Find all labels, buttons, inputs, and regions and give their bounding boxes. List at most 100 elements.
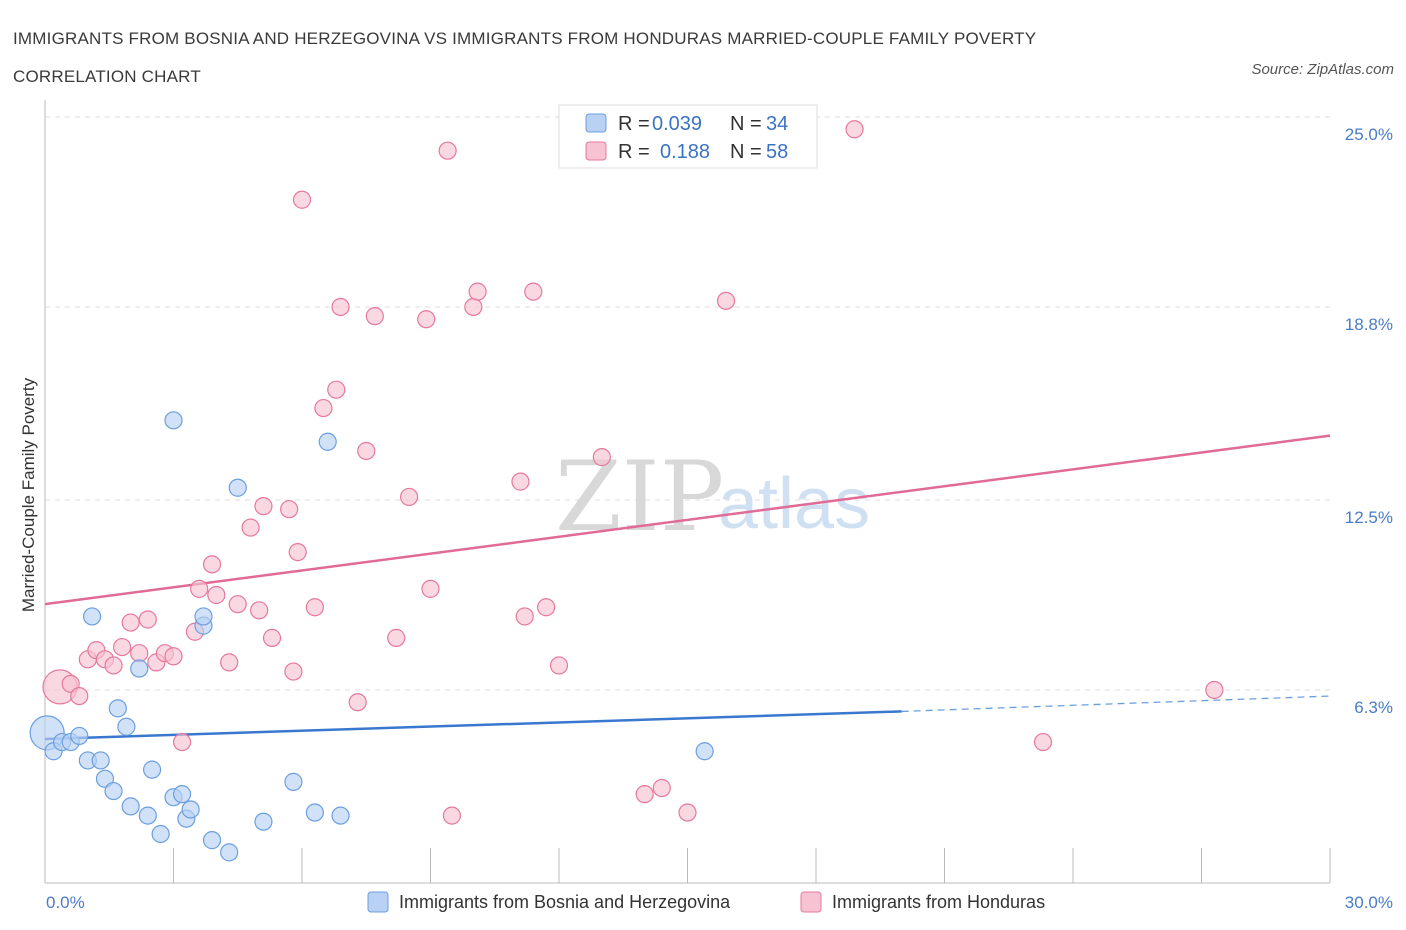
point-honduras-50 xyxy=(635,785,654,804)
point-bosnia-15 xyxy=(138,806,157,825)
x-tick-labels: 0.0% 30.0% xyxy=(46,893,1393,912)
source-label: Source: ZipAtlas.com xyxy=(1251,61,1394,78)
point-bosnia-25 xyxy=(220,843,239,862)
point-honduras-17 xyxy=(202,555,222,574)
point-honduras-48 xyxy=(549,656,569,675)
point-honduras-56 xyxy=(1205,680,1224,700)
legend-n-value-2: 58 xyxy=(766,141,788,163)
point-bosnia-17 xyxy=(164,411,183,430)
point-bosnia-4 xyxy=(70,726,89,746)
point-honduras-46 xyxy=(524,282,543,301)
correlation-legend: R = 0.039 N = 34 R = 0.188 N = 58 xyxy=(558,104,818,169)
point-honduras-53 xyxy=(716,291,736,310)
point-bosnia-26 xyxy=(228,478,247,497)
point-honduras-8 xyxy=(121,613,140,632)
point-honduras-7 xyxy=(112,637,132,657)
x-tick-label-0: 0.0% xyxy=(46,893,85,912)
point-honduras-21 xyxy=(241,518,260,537)
point-honduras-16 xyxy=(190,579,209,598)
point-bosnia-28 xyxy=(284,772,303,791)
point-bosnia-10 xyxy=(130,659,149,678)
y-tick-label-1: 18.8% xyxy=(1345,315,1393,334)
x-tick-label-1: 30.0% xyxy=(1345,893,1393,912)
watermark-atlas: atlas xyxy=(718,464,870,544)
point-bosnia-13 xyxy=(142,760,162,779)
series-legend-swatch-honduras xyxy=(800,891,822,913)
trend-line-bosnia xyxy=(44,710,902,741)
legend-r-value-2: 0.188 xyxy=(660,141,710,163)
series-legend: Immigrants from Bosnia and Herzegovina I… xyxy=(367,891,1045,913)
trend-lines xyxy=(44,434,1331,741)
y-tick-label-2: 12.5% xyxy=(1345,508,1393,527)
point-honduras-41 xyxy=(442,806,462,825)
point-honduras-10 xyxy=(138,610,157,629)
point-honduras-55 xyxy=(1033,732,1053,752)
point-honduras-25 xyxy=(280,500,299,519)
point-bosnia-30 xyxy=(318,432,337,451)
point-honduras-43 xyxy=(468,282,487,301)
point-bosnia-7 xyxy=(83,607,102,626)
y-tick-label-3: 6.3% xyxy=(1354,698,1393,717)
point-bosnia-14 xyxy=(121,797,140,816)
series-legend-label-bosnia: Immigrants from Bosnia and Herzegovina xyxy=(399,892,731,912)
point-bosnia-6 xyxy=(91,751,110,770)
point-honduras-40 xyxy=(438,141,457,160)
point-honduras-31 xyxy=(327,380,346,399)
legend-r-label-2: R = xyxy=(618,141,650,163)
point-honduras-36 xyxy=(387,628,406,647)
y-tick-label-0: 25.0% xyxy=(1345,125,1393,144)
point-honduras-47 xyxy=(537,598,556,617)
point-honduras-51 xyxy=(652,778,671,798)
point-honduras-27 xyxy=(288,542,307,562)
legend-n-label-2: N = xyxy=(730,141,762,163)
legend-n-value-1: 34 xyxy=(766,113,788,135)
point-honduras-24 xyxy=(262,628,282,647)
legend-swatch-honduras xyxy=(585,141,607,161)
legend-n-label-1: N = xyxy=(730,113,762,135)
point-bosnia-24 xyxy=(202,831,222,850)
point-honduras-42 xyxy=(464,297,483,317)
point-honduras-54 xyxy=(845,120,864,139)
point-honduras-2 xyxy=(70,686,89,706)
point-honduras-44 xyxy=(511,472,530,491)
point-bosnia-12 xyxy=(104,781,123,801)
point-honduras-29 xyxy=(305,598,324,617)
point-bosnia-19 xyxy=(172,785,192,804)
point-honduras-28 xyxy=(292,190,312,209)
point-honduras-32 xyxy=(331,297,350,317)
legend-r-label-1: R = xyxy=(618,113,650,135)
legend-swatch-bosnia xyxy=(585,113,607,133)
point-honduras-9 xyxy=(130,644,149,663)
point-honduras-26 xyxy=(284,662,303,681)
point-honduras-39 xyxy=(421,579,440,598)
point-bosnia-32 xyxy=(695,742,714,761)
point-bosnia-9 xyxy=(117,717,136,736)
point-honduras-34 xyxy=(357,441,376,461)
legend-r-value-1: 0.039 xyxy=(652,113,702,135)
point-honduras-37 xyxy=(399,487,419,507)
series-legend-swatch-bosnia xyxy=(367,891,389,913)
point-bosnia-27 xyxy=(254,812,273,831)
point-bosnia-8 xyxy=(108,699,127,718)
point-honduras-38 xyxy=(417,310,436,329)
point-honduras-33 xyxy=(348,693,367,712)
point-bosnia-21 xyxy=(181,800,200,819)
data-points xyxy=(29,120,1224,862)
point-honduras-52 xyxy=(678,803,697,822)
y-axis-label: Married-Couple Family Poverty xyxy=(19,377,38,612)
point-honduras-18 xyxy=(207,585,226,605)
y-tick-labels: 25.0% 18.8% 12.5% 6.3% xyxy=(1345,125,1393,717)
trend-line-bosnia-extension xyxy=(901,695,1331,713)
point-honduras-20 xyxy=(228,595,247,614)
point-honduras-14 xyxy=(172,732,192,752)
point-honduras-22 xyxy=(250,601,269,620)
point-honduras-30 xyxy=(314,398,333,418)
trend-line-honduras xyxy=(44,434,1331,606)
point-bosnia-31 xyxy=(331,806,350,825)
point-bosnia-29 xyxy=(305,803,324,822)
point-honduras-35 xyxy=(365,307,384,326)
point-honduras-23 xyxy=(254,497,273,516)
series-legend-label-honduras: Immigrants from Honduras xyxy=(832,892,1045,912)
point-honduras-19 xyxy=(220,653,239,672)
